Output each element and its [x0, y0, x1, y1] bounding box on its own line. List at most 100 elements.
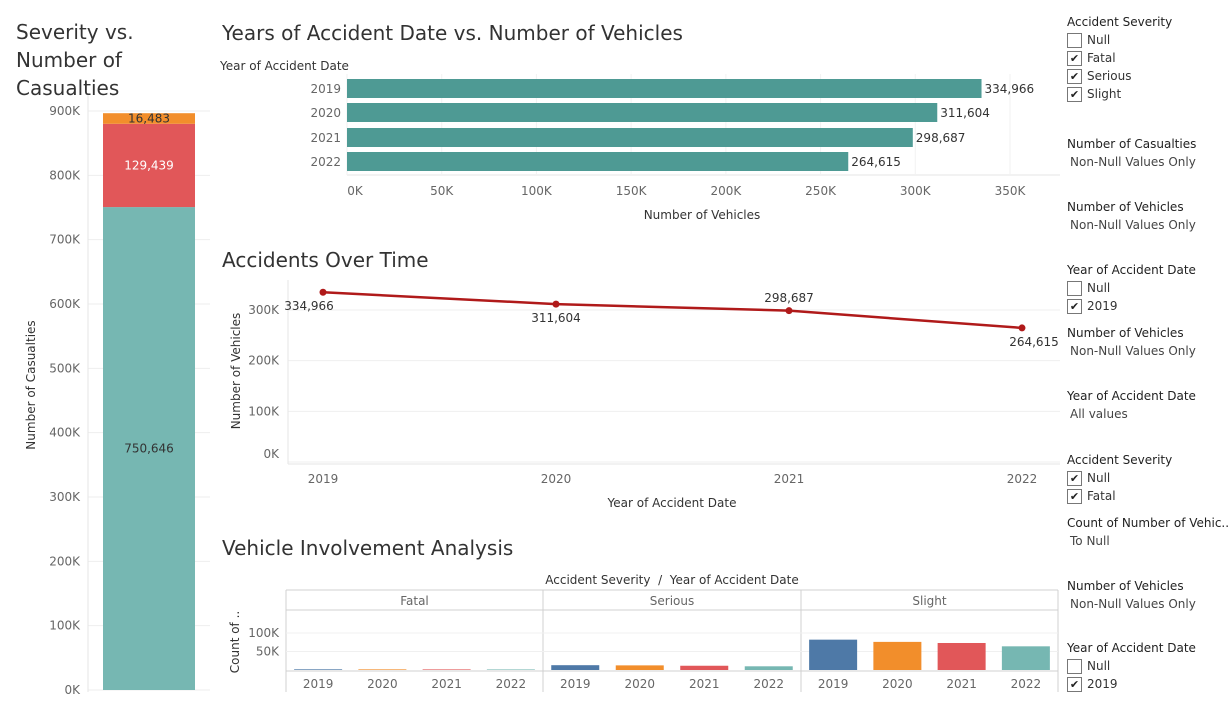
- filter-group: Accident Severity ✔ Null ✔ Fatal: [1067, 453, 1172, 505]
- filter-title: Number of Casualties: [1067, 137, 1197, 151]
- filter-group: Number of Casualties Non-Null Values Only: [1067, 137, 1196, 169]
- years-bar-2021: [347, 128, 913, 147]
- years-x-tick: 50K: [430, 184, 454, 198]
- involvement-x-tick: 2020: [882, 677, 913, 691]
- involvement-x-tick: 2022: [753, 677, 784, 691]
- involvement-x-tick: 2022: [1011, 677, 1042, 691]
- involvement-bar: [486, 669, 535, 670]
- filter-option[interactable]: Null: [1067, 279, 1196, 297]
- filter-title: Year of Accident Date: [1067, 389, 1196, 403]
- filter-option-label: Serious: [1087, 69, 1132, 83]
- years-y-axis-title: Year of Accident Date: [220, 59, 349, 73]
- involvement-chart-title: Vehicle Involvement Analysis: [222, 536, 514, 560]
- severity-y-tick: 100K: [49, 619, 81, 633]
- severity-y-tick: 900K: [49, 104, 81, 118]
- severity-y-tick: 200K: [49, 554, 81, 568]
- time-y-tick: 200K: [248, 354, 280, 368]
- filter-option-label: 2019: [1087, 677, 1118, 691]
- filter-value[interactable]: Non-Null Values Only: [1070, 155, 1196, 169]
- filter-title: Number of Vehicles: [1067, 200, 1184, 214]
- years-y-tick: 2020: [310, 106, 341, 120]
- filter-value[interactable]: To Null: [1070, 534, 1110, 548]
- unchecked-checkbox-icon[interactable]: [1067, 658, 1082, 674]
- time-chart-title: Accidents Over Time: [222, 248, 429, 272]
- filter-option-label: Null: [1087, 281, 1111, 295]
- severity-y-tick: 400K: [49, 426, 81, 440]
- years-bar-2019: [347, 79, 982, 98]
- filter-option[interactable]: Null: [1067, 31, 1172, 49]
- filter-group: Number of Vehicles Non-Null Values Only: [1067, 579, 1196, 611]
- filter-title: Accident Severity: [1067, 453, 1173, 467]
- years-bar-label: 334,966: [985, 82, 1035, 96]
- involvement-bar: [358, 669, 407, 670]
- involvement-y-tick: 100K: [248, 626, 280, 640]
- filter-option-label: Null: [1087, 659, 1111, 673]
- checked-checkbox-icon[interactable]: ✔: [1067, 86, 1082, 102]
- filter-option[interactable]: ✔ Fatal: [1067, 49, 1172, 67]
- years-bar-2022: [347, 152, 849, 171]
- involvement-y-tick: 50K: [256, 645, 280, 659]
- filter-value[interactable]: All values: [1070, 407, 1128, 421]
- unchecked-checkbox-icon[interactable]: [1067, 32, 1082, 48]
- filter-option-label: Null: [1087, 471, 1111, 485]
- filter-option[interactable]: ✔ 2019: [1067, 297, 1196, 315]
- years-bar-label: 264,615: [851, 155, 901, 169]
- checked-checkbox-icon[interactable]: ✔: [1067, 470, 1082, 486]
- years-x-tick: 100K: [521, 184, 553, 198]
- time-point-label: 298,687: [764, 291, 814, 305]
- filter-option[interactable]: ✔ Null: [1067, 469, 1172, 487]
- years-bar-2020: [347, 103, 938, 122]
- time-point: [785, 307, 793, 315]
- years-bar-label: 311,604: [940, 106, 990, 120]
- filter-option-label: Slight: [1087, 87, 1122, 101]
- filter-title: Year of Accident Date: [1067, 263, 1196, 277]
- filter-option[interactable]: ✔ Slight: [1067, 85, 1172, 103]
- filter-option[interactable]: ✔ Serious: [1067, 67, 1172, 85]
- checked-checkbox-icon[interactable]: ✔: [1067, 298, 1082, 314]
- years-x-tick: 350K: [995, 184, 1027, 198]
- filter-option-label: Fatal: [1087, 489, 1116, 503]
- filter-group: Year of Accident Date Null ✔ 2019: [1067, 263, 1196, 315]
- years-y-tick: 2021: [310, 131, 341, 145]
- filter-option[interactable]: ✔ 2019: [1067, 675, 1196, 693]
- checked-checkbox-icon[interactable]: ✔: [1067, 50, 1082, 66]
- filter-group: Number of Vehicles Non-Null Values Only: [1067, 200, 1196, 232]
- severity-y-tick: 500K: [49, 361, 81, 375]
- checked-checkbox-icon[interactable]: ✔: [1067, 68, 1082, 84]
- checked-checkbox-icon[interactable]: ✔: [1067, 676, 1082, 692]
- time-point-label: 264,615: [1009, 335, 1059, 349]
- involvement-bar: [1001, 646, 1050, 670]
- filter-group: Year of Accident Date Null ✔ 2019: [1067, 641, 1196, 693]
- involvement-bar: [294, 669, 343, 670]
- time-x-tick: 2020: [541, 472, 572, 486]
- involvement-x-tick: 2021: [431, 677, 462, 691]
- years-chart-title: Years of Accident Date vs. Number of Veh…: [222, 21, 683, 45]
- time-y-tick: 100K: [248, 404, 280, 418]
- involvement-x-tick: 2020: [367, 677, 398, 691]
- time-point-label: 334,966: [284, 299, 334, 313]
- time-x-tick: 2021: [774, 472, 805, 486]
- filter-panel: Accident Severity Null ✔ Fatal ✔ Serious ✔ Slig…: [1067, 0, 1229, 704]
- unchecked-checkbox-icon[interactable]: [1067, 280, 1082, 296]
- filter-group: Accident Severity Null ✔ Fatal ✔ Serious ✔ Slig…: [1067, 15, 1172, 103]
- filter-option[interactable]: ✔ Fatal: [1067, 487, 1172, 505]
- involvement-panel-label: Serious: [650, 594, 694, 608]
- filter-option[interactable]: Null: [1067, 657, 1196, 675]
- involvement-bar: [615, 665, 664, 670]
- filter-value[interactable]: Non-Null Values Only: [1070, 597, 1196, 611]
- time-y-tick: 0K: [263, 447, 280, 461]
- involvement-bar: [937, 642, 986, 670]
- involvement-x-tick: 2019: [303, 677, 334, 691]
- severity-y-tick: 700K: [49, 233, 81, 247]
- involvement-x-tick: 2019: [560, 677, 591, 691]
- filter-value[interactable]: Non-Null Values Only: [1070, 218, 1196, 232]
- years-bar-label: 298,687: [916, 131, 966, 145]
- severity-bar-label: 750,646: [124, 442, 174, 456]
- years-y-tick: 2022: [310, 155, 341, 169]
- time-point: [552, 300, 560, 308]
- filter-value[interactable]: Non-Null Values Only: [1070, 344, 1196, 358]
- checked-checkbox-icon[interactable]: ✔: [1067, 488, 1082, 504]
- years-x-tick: 150K: [616, 184, 648, 198]
- severity-bar-fatal: [103, 113, 195, 124]
- involvement-x-tick: 2019: [818, 677, 849, 691]
